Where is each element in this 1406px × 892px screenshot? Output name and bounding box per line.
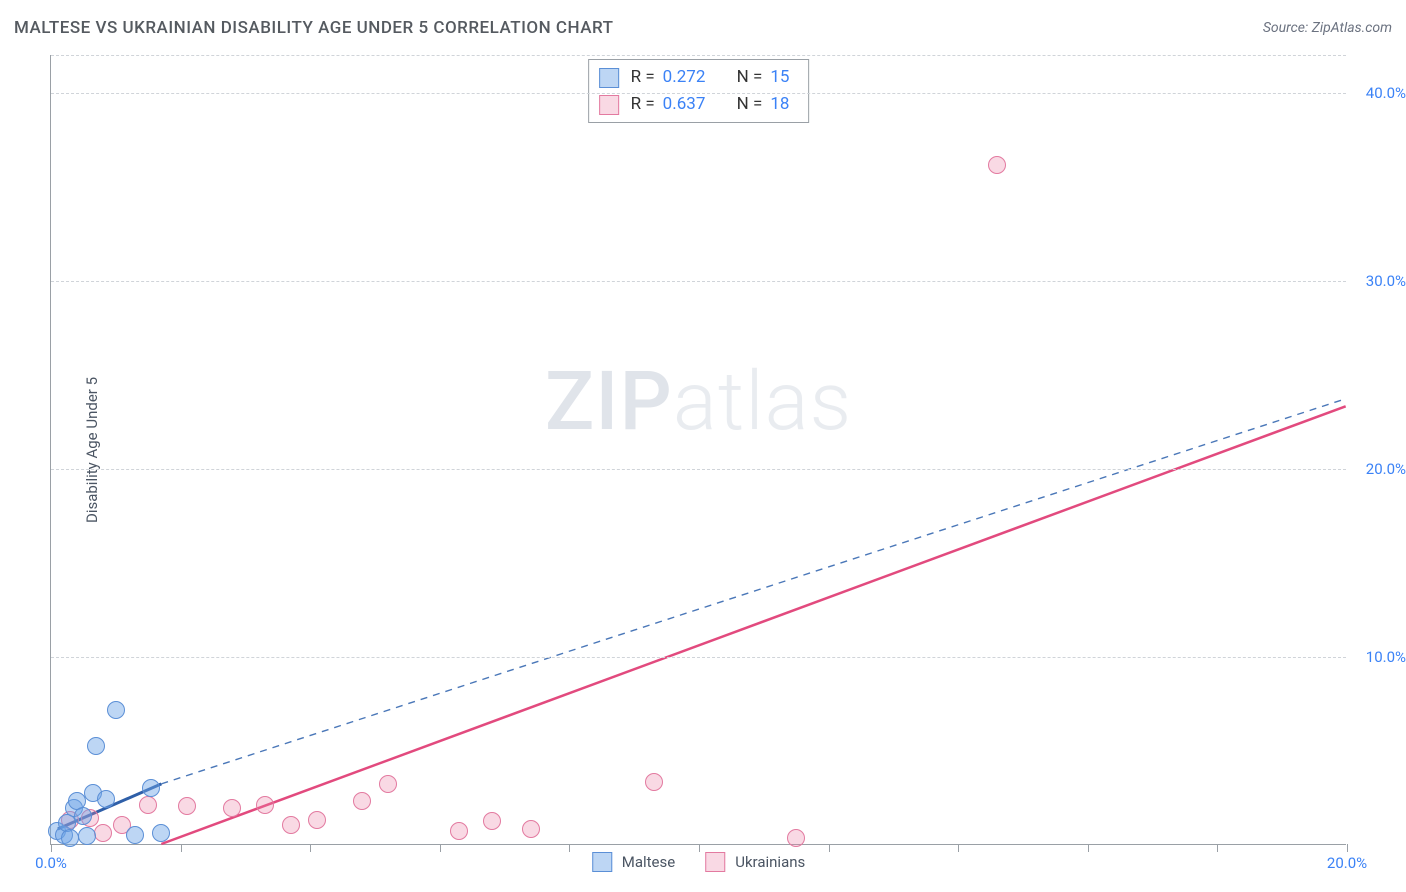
trend-line xyxy=(161,399,1345,784)
gridline xyxy=(51,93,1346,94)
scatter-point-ukrainians xyxy=(256,796,274,814)
x-tick xyxy=(310,844,311,852)
trend-line xyxy=(161,406,1345,844)
scatter-point-maltese xyxy=(78,827,96,845)
r-label: R = xyxy=(631,64,655,91)
scatter-point-ukrainians xyxy=(308,811,326,829)
gridline xyxy=(51,469,1346,470)
y-tick-label: 10.0% xyxy=(1366,648,1406,666)
correlation-stats-box: R = 0.272 N = 15 R = 0.637 N = 18 xyxy=(588,59,810,123)
legend-label-maltese: Maltese xyxy=(622,853,675,871)
r-value-ukrainians: 0.637 xyxy=(663,91,717,118)
gridline xyxy=(51,657,1346,658)
scatter-point-ukrainians xyxy=(522,820,540,838)
x-tick xyxy=(569,844,570,852)
n-label: N = xyxy=(737,91,763,118)
y-tick-label: 40.0% xyxy=(1366,84,1406,102)
scatter-point-ukrainians xyxy=(988,156,1006,174)
n-value-ukrainians: 18 xyxy=(770,91,798,118)
source-attribution: Source: ZipAtlas.com xyxy=(1263,20,1392,36)
n-value-maltese: 15 xyxy=(770,64,798,91)
x-tick-label: 20.0% xyxy=(1327,854,1367,872)
r-label: R = xyxy=(631,91,655,118)
scatter-point-ukrainians xyxy=(450,822,468,840)
y-tick-label: 30.0% xyxy=(1366,272,1406,290)
gridline xyxy=(51,281,1346,282)
title-bar: MALTESE VS UKRAINIAN DISABILITY AGE UNDE… xyxy=(14,18,1392,38)
scatter-point-ukrainians xyxy=(94,824,112,842)
scatter-point-maltese xyxy=(107,701,125,719)
ukrainians-swatch-icon xyxy=(705,852,725,872)
legend-item-maltese: Maltese xyxy=(592,852,675,872)
x-tick xyxy=(51,844,52,852)
legend-label-ukrainians: Ukrainians xyxy=(735,853,805,871)
scatter-point-maltese xyxy=(74,807,92,825)
plot-area: Disability Age Under 5 ZIPatlas R = 0.27… xyxy=(50,55,1346,845)
scatter-point-maltese xyxy=(126,826,144,844)
scatter-point-ukrainians xyxy=(178,797,196,815)
bottom-legend: Maltese Ukrainians xyxy=(592,852,806,872)
scatter-point-ukrainians xyxy=(139,796,157,814)
r-value-maltese: 0.272 xyxy=(663,64,717,91)
scatter-point-maltese xyxy=(142,779,160,797)
scatter-point-maltese xyxy=(61,829,79,847)
n-label: N = xyxy=(737,64,763,91)
scatter-point-maltese xyxy=(87,737,105,755)
x-tick xyxy=(699,844,700,852)
scatter-point-ukrainians xyxy=(787,829,805,847)
x-tick xyxy=(440,844,441,852)
scatter-point-ukrainians xyxy=(282,816,300,834)
scatter-point-ukrainians xyxy=(483,812,501,830)
scatter-point-maltese xyxy=(152,824,170,842)
scatter-point-ukrainians xyxy=(379,775,397,793)
maltese-swatch-icon xyxy=(599,68,619,88)
x-tick xyxy=(1088,844,1089,852)
x-tick xyxy=(958,844,959,852)
scatter-point-ukrainians xyxy=(645,773,663,791)
x-tick-label: 0.0% xyxy=(35,854,67,872)
scatter-point-ukrainians xyxy=(353,792,371,810)
ukrainians-swatch-icon xyxy=(599,95,619,115)
x-tick xyxy=(829,844,830,852)
trend-lines-svg xyxy=(51,55,1346,844)
y-tick-label: 20.0% xyxy=(1366,460,1406,478)
maltese-swatch-icon xyxy=(592,852,612,872)
scatter-point-ukrainians xyxy=(223,799,241,817)
stats-row-maltese: R = 0.272 N = 15 xyxy=(599,64,799,91)
x-tick xyxy=(1217,844,1218,852)
x-tick xyxy=(1347,844,1348,852)
chart-title: MALTESE VS UKRAINIAN DISABILITY AGE UNDE… xyxy=(14,18,613,38)
stats-row-ukrainians: R = 0.637 N = 18 xyxy=(599,91,799,118)
x-tick xyxy=(181,844,182,852)
scatter-point-maltese xyxy=(97,790,115,808)
legend-item-ukrainians: Ukrainians xyxy=(705,852,805,872)
chart-container: MALTESE VS UKRAINIAN DISABILITY AGE UNDE… xyxy=(0,0,1406,892)
gridline xyxy=(51,55,1346,56)
